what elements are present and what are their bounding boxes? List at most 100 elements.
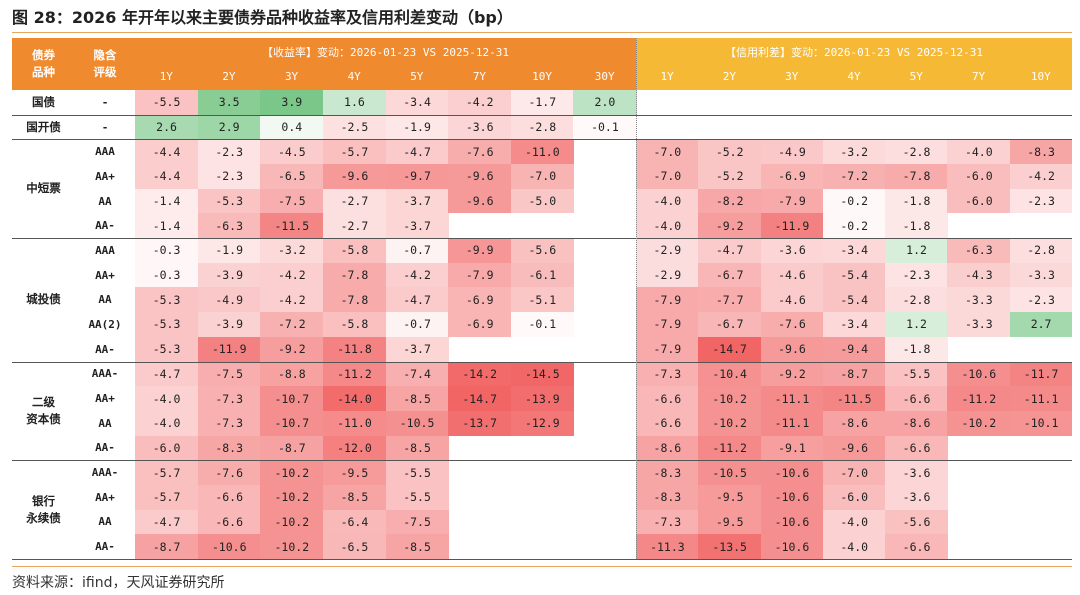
yield-change: -6.6 xyxy=(197,484,261,510)
yield-change: -2.3 xyxy=(197,139,261,165)
yield-change: -3.6 xyxy=(448,114,512,140)
tenor-header: 1Y xyxy=(159,69,173,83)
rating: - xyxy=(101,120,109,134)
spread-change: -10.5 xyxy=(698,460,762,485)
bond-type: 中短票 xyxy=(12,139,75,238)
spread-change: -10.2 xyxy=(698,410,762,436)
spread-change: -7.7 xyxy=(698,287,762,313)
yield-change: -7.5 xyxy=(385,509,449,535)
yield-change: -3.7 xyxy=(385,213,449,239)
yield-change: -7.3 xyxy=(197,410,261,436)
yield-change: -6.3 xyxy=(197,213,261,239)
tenor-header: 10Y xyxy=(532,69,552,83)
spread-change: -1.8 xyxy=(885,213,948,239)
yield-change: -12.9 xyxy=(510,410,574,436)
bond-type-line: 城投债 xyxy=(26,292,61,307)
yield-change: -7.2 xyxy=(260,312,324,337)
yield-change: -4.4 xyxy=(135,139,199,165)
spread-change: -8.7 xyxy=(822,361,886,387)
spread-change: -10.6 xyxy=(760,509,824,535)
spread-change: -7.6 xyxy=(760,312,824,337)
spread-change: -10.6 xyxy=(760,484,824,510)
yield-change: -10.6 xyxy=(197,534,261,559)
bond-type-line: 中短票 xyxy=(26,181,61,196)
bond-type-line: 银行 xyxy=(32,493,55,508)
yield-change: -7.6 xyxy=(448,139,512,165)
yield-change: 2.0 xyxy=(573,90,637,115)
tenor-header: 2Y xyxy=(222,69,236,83)
spread-change: -5.4 xyxy=(822,287,886,313)
yield-change: -4.2 xyxy=(448,90,512,115)
spread-change: -11.7 xyxy=(1009,361,1073,387)
spread-change: -11.2 xyxy=(698,435,762,461)
spread-change: -9.5 xyxy=(698,484,762,510)
spread-change: -5.2 xyxy=(698,164,762,189)
yield-change: -8.5 xyxy=(385,435,449,461)
tenor-header: 3Y xyxy=(785,69,799,83)
yield-change: -13.7 xyxy=(448,410,512,436)
rating: AA- xyxy=(95,441,115,455)
spread-change: -6.7 xyxy=(698,312,762,337)
spread-change: -2.3 xyxy=(1009,188,1073,214)
yield-change: -5.3 xyxy=(135,287,199,313)
spread-change: -4.6 xyxy=(760,262,824,288)
bond-type: 银行 永续债 xyxy=(12,460,75,559)
table-bottom xyxy=(12,559,1072,560)
spread-change: -2.8 xyxy=(1009,238,1073,263)
yield-change: -5.5 xyxy=(135,90,199,115)
bond-type-line: 二级 xyxy=(32,394,55,409)
rule xyxy=(12,566,1072,567)
spread-change: -4.9 xyxy=(760,139,824,165)
spread-change: -6.9 xyxy=(760,164,824,189)
rating: AAA- xyxy=(91,466,119,480)
spread-change: -9.5 xyxy=(698,509,762,535)
spread-change: -4.0 xyxy=(822,509,886,535)
spread-change: -7.0 xyxy=(636,139,699,165)
yield-change: -0.1 xyxy=(573,114,637,140)
yield-change: -12.0 xyxy=(322,435,386,461)
yield-change: -4.2 xyxy=(260,262,324,288)
spread-change: -7.2 xyxy=(822,164,886,189)
yield-change: -2.5 xyxy=(322,114,386,140)
tenor-header: 5Y xyxy=(410,69,424,83)
rating: AA- xyxy=(95,219,115,233)
yield-change: -3.7 xyxy=(385,336,449,362)
spread-change: -8.2 xyxy=(698,188,762,214)
bond-type-line: 国债 xyxy=(32,94,55,109)
spread-change: -8.6 xyxy=(636,435,699,461)
header-band xyxy=(12,38,636,90)
spread-change: -1.8 xyxy=(885,188,948,214)
yield-change: -5.7 xyxy=(135,460,199,485)
yield-change: -10.2 xyxy=(260,460,324,485)
bond-type: 国债 xyxy=(12,90,75,115)
spread-change: -4.7 xyxy=(698,238,762,263)
yield-change: -7.5 xyxy=(260,188,324,214)
yield-change: -14.5 xyxy=(510,361,574,387)
yield-change: -4.2 xyxy=(260,287,324,313)
column-header-line: 债券 xyxy=(32,48,55,62)
yield-change: -7.9 xyxy=(448,262,512,288)
spread-change: -10.6 xyxy=(760,534,824,559)
bond-type: 城投债 xyxy=(12,238,75,361)
yield-change: -3.9 xyxy=(197,262,261,288)
column-header: 隐含 评级 xyxy=(75,38,135,90)
spread-change: -4.3 xyxy=(947,262,1011,288)
rating: - xyxy=(101,95,109,109)
yield-change: -11.9 xyxy=(197,336,261,362)
yield-change: -4.2 xyxy=(385,262,449,288)
spread-change: -9.2 xyxy=(698,213,762,239)
yield-change: -8.5 xyxy=(322,484,386,510)
yield-change: -14.2 xyxy=(448,361,512,387)
spread-change: -4.6 xyxy=(760,287,824,313)
yield-change: 1.6 xyxy=(322,90,386,115)
spread-change: -13.5 xyxy=(698,534,762,559)
bond-type-line: 永续债 xyxy=(26,510,61,525)
rating: AA xyxy=(98,416,112,430)
yield-change: -4.7 xyxy=(135,509,199,535)
yield-change: -0.3 xyxy=(135,262,199,288)
yield-change: -1.4 xyxy=(135,188,199,214)
bond-type: 国开债 xyxy=(12,115,75,140)
section-title: 【信用利差】变动：2026-01-23 VS 2025-12-31 xyxy=(725,46,983,59)
spread-change: -6.6 xyxy=(885,386,948,411)
yield-change: -5.3 xyxy=(197,188,261,214)
